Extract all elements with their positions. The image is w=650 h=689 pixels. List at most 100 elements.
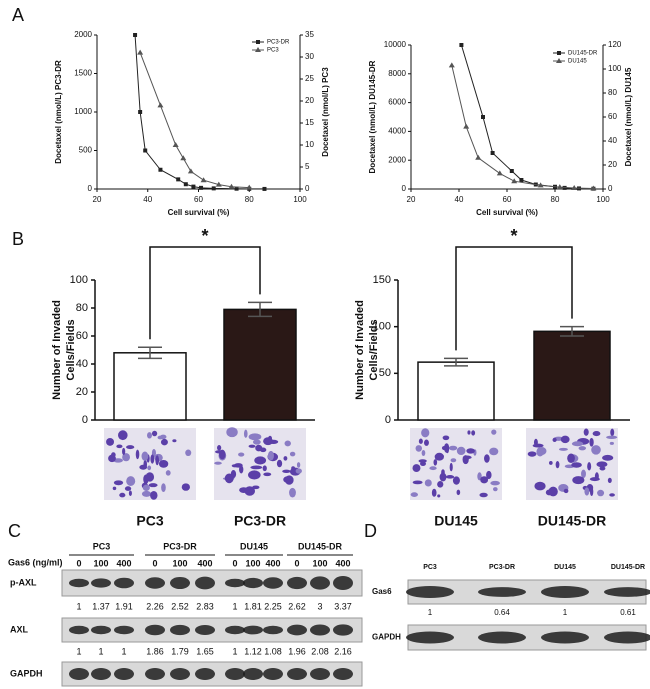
y2-axis-label: Docetaxel (nmol/L) PC3 [321,67,330,157]
marker [481,115,485,119]
blot-band [145,668,165,680]
cell [424,479,432,487]
dose-label: 400 [197,558,212,568]
cell [597,489,605,497]
cell [431,488,437,497]
group-label: DU145-DR [298,541,343,551]
cell [552,437,557,443]
cell [141,490,152,497]
category-label: PC3-DR [234,513,286,529]
significance-bracket [149,246,261,340]
cell [122,453,130,462]
y-axis-label: Cells/Fields [65,319,77,380]
marker [459,43,464,47]
cell [609,441,614,445]
cell [486,470,492,480]
y2-tick-label: 5 [305,162,310,171]
x-tick-label: 60 [194,195,203,204]
cell [276,459,283,468]
x-tick-label: 60 [503,195,512,204]
cell [610,428,615,437]
cell [250,465,263,470]
y2-tick-label: 10 [305,140,314,149]
cell [283,456,288,461]
blot-band [195,576,215,590]
y2-tick-label: 100 [608,64,622,73]
cell [480,476,489,484]
row-label: Gas6 [372,587,392,596]
y-tick-label: 1000 [74,107,92,116]
legend-label: PC3 [267,48,279,54]
x-tick-label: 20 [93,195,102,204]
cell [151,430,158,437]
cell [282,469,291,473]
cell [471,430,476,436]
marker [180,155,187,161]
dose-label: 400 [335,558,350,568]
cell [571,462,582,468]
cell [452,476,460,485]
marker [519,178,524,182]
y2-tick-label: 25 [305,74,314,83]
marker [556,58,562,63]
group-label: DU145 [240,541,268,551]
y-tick-label: 60 [76,330,88,342]
cell [243,429,248,438]
cell [555,461,560,469]
category-label: DU145-DR [538,513,606,529]
bar [533,330,611,421]
category-label: PC3 [136,513,163,529]
cell [609,493,615,497]
cell [141,451,149,461]
y-axis-label: Number of Invaded [51,300,63,400]
cell [289,451,296,457]
quant-label: 0.61 [620,608,636,617]
marker [262,186,267,191]
y-tick-label: 40 [76,358,88,370]
cell [252,485,260,490]
cell [537,447,547,455]
marker [215,181,222,187]
cell [571,441,584,447]
cell [599,466,606,471]
quant-label: 1 [98,646,103,656]
y2-tick-label: 60 [608,112,617,121]
row-label: GAPDH [372,633,401,642]
cell [449,462,453,472]
marker [176,177,181,182]
quant-label: 1 [121,646,126,656]
cell [448,445,458,451]
quant-label: 1.65 [196,646,214,656]
cell [155,455,160,466]
cell [412,480,423,485]
cell [126,476,136,486]
marker [138,110,143,114]
cell [111,452,116,458]
marker [256,40,260,44]
cell [421,428,430,438]
quant-label: 2.83 [196,601,214,611]
significance-bracket [455,246,573,351]
series-line [139,52,250,189]
panel-letter: A [12,5,24,25]
quant-label: 1.12 [244,646,262,656]
marker [448,62,455,68]
blot-band [114,577,134,589]
marker [133,33,138,37]
cell [244,486,256,496]
dose-label: 100 [93,558,108,568]
y2-tick-label: 20 [305,96,314,105]
marker [228,183,235,189]
blot-band [541,631,589,644]
group-label: DU145 [554,564,576,571]
quant-label: 1.91 [115,601,133,611]
quant-label: 2.16 [334,646,352,656]
blot-band [263,577,283,589]
cell [142,484,150,491]
cell [248,444,256,448]
x-tick-label: 40 [143,195,152,204]
marker [537,182,544,188]
dose-label: 400 [116,558,131,568]
y-tick-label: 0 [385,414,391,426]
blot-band [243,577,263,589]
